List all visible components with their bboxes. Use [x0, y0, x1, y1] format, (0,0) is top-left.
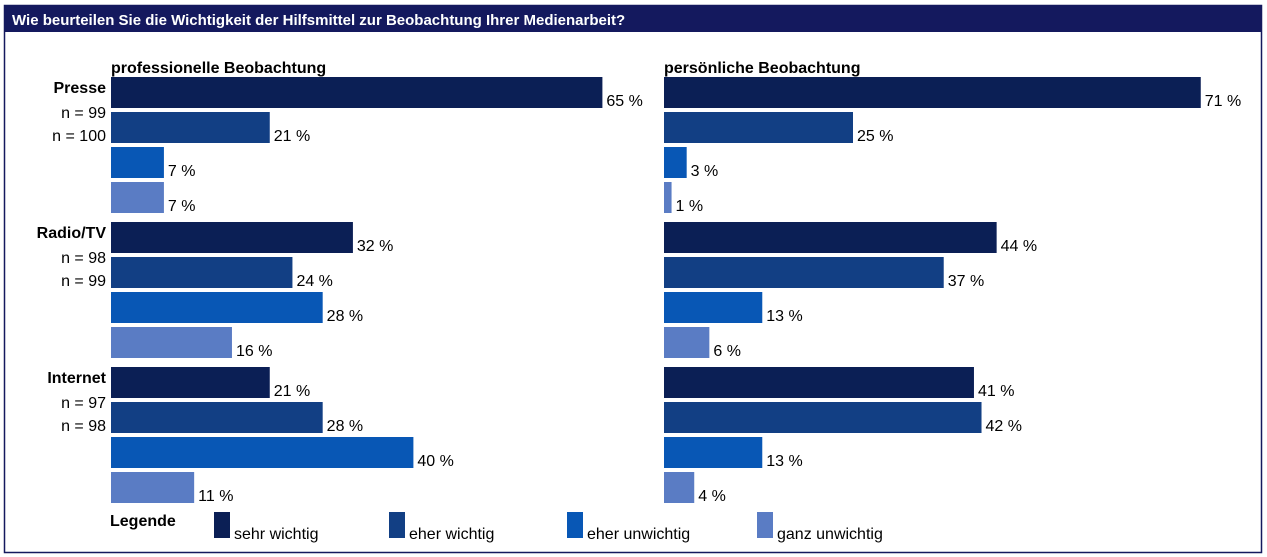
- panel-title: persönliche Beobachtung: [664, 60, 860, 77]
- bar: [664, 292, 763, 323]
- legend-label: eher wichtig: [409, 526, 494, 543]
- n-label: n = 98: [61, 250, 106, 267]
- value-label: 6 %: [713, 343, 741, 360]
- legend-swatch: [757, 512, 773, 538]
- value-label: 7 %: [168, 163, 196, 180]
- value-label: 1 %: [676, 198, 704, 215]
- value-label: 37 %: [948, 273, 984, 290]
- value-label: 4 %: [698, 488, 726, 505]
- category-label: Presse: [54, 80, 107, 97]
- bar: [111, 222, 353, 253]
- bar: [111, 327, 232, 358]
- value-label: 13 %: [766, 308, 802, 325]
- value-label: 16 %: [236, 343, 272, 360]
- value-label: 32 %: [357, 238, 393, 255]
- bar: [664, 257, 944, 288]
- n-label: n = 100: [52, 128, 106, 145]
- bar: [111, 472, 195, 503]
- value-label: 13 %: [766, 453, 802, 470]
- value-label: 21 %: [274, 383, 310, 400]
- title-bar: [5, 6, 1261, 32]
- n-label: n = 99: [61, 105, 106, 122]
- bar: [111, 147, 164, 178]
- bar: [664, 327, 710, 358]
- bar: [664, 182, 672, 213]
- n-label: n = 98: [61, 418, 106, 435]
- legend-label: eher unwichtig: [587, 526, 690, 543]
- value-label: 7 %: [168, 198, 196, 215]
- bar: [111, 182, 164, 213]
- bar: [111, 292, 323, 323]
- legend-label: sehr wichtig: [234, 526, 318, 543]
- bar: [111, 257, 293, 288]
- chart-title: Wie beurteilen Sie die Wichtigkeit der H…: [12, 12, 625, 29]
- n-label: n = 97: [61, 395, 106, 412]
- n-label: n = 99: [61, 273, 106, 290]
- value-label: 41 %: [978, 383, 1014, 400]
- bar: [111, 77, 603, 108]
- value-label: 28 %: [327, 308, 363, 325]
- bar: [664, 402, 982, 433]
- legend-swatch: [214, 512, 230, 538]
- value-label: 3 %: [691, 163, 719, 180]
- value-label: 21 %: [274, 128, 310, 145]
- legend-label: ganz unwichtig: [777, 526, 883, 543]
- bar: [111, 112, 270, 143]
- panel-title: professionelle Beobachtung: [111, 60, 326, 77]
- value-label: 44 %: [1001, 238, 1037, 255]
- bar: [664, 147, 687, 178]
- value-label: 24 %: [296, 273, 332, 290]
- bar: [111, 402, 323, 433]
- value-label: 42 %: [986, 418, 1022, 435]
- legend-swatch: [389, 512, 405, 538]
- bar: [664, 472, 695, 503]
- category-label: Internet: [47, 370, 106, 387]
- value-label: 11 %: [198, 488, 233, 505]
- value-label: 40 %: [417, 453, 453, 470]
- value-label: 25 %: [857, 128, 893, 145]
- bar: [664, 222, 997, 253]
- value-label: 71 %: [1205, 93, 1241, 110]
- value-label: 65 %: [606, 93, 642, 110]
- bar: [111, 437, 414, 468]
- legend-title: Legende: [110, 513, 176, 530]
- bar: [664, 437, 763, 468]
- bar: [664, 367, 974, 398]
- bar: [664, 112, 853, 143]
- bar: [111, 367, 270, 398]
- bar: [664, 77, 1201, 108]
- category-label: Radio/TV: [37, 225, 107, 242]
- value-label: 28 %: [327, 418, 363, 435]
- legend-swatch: [567, 512, 583, 538]
